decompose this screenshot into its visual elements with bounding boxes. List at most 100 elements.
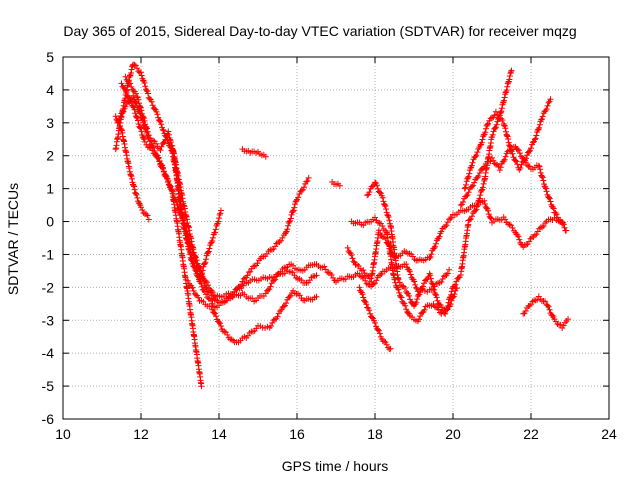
data-point bbox=[127, 80, 134, 87]
data-point bbox=[474, 149, 481, 156]
data-point bbox=[502, 153, 509, 160]
data-point bbox=[395, 286, 402, 293]
data-point bbox=[290, 207, 297, 214]
data-point bbox=[313, 272, 320, 279]
data-point bbox=[216, 215, 222, 222]
data-point bbox=[135, 121, 142, 128]
data-point bbox=[201, 260, 208, 267]
x-tick-label: 20 bbox=[445, 426, 461, 442]
data-point bbox=[476, 195, 483, 202]
data-point bbox=[496, 167, 503, 174]
data-point bbox=[378, 270, 385, 277]
data-point bbox=[288, 211, 295, 218]
data-point bbox=[126, 165, 133, 172]
data-point bbox=[383, 341, 390, 348]
data-point bbox=[431, 245, 438, 252]
data-point bbox=[526, 148, 533, 155]
data-point bbox=[242, 274, 248, 281]
data-point bbox=[438, 304, 445, 311]
grid-lines bbox=[63, 57, 609, 419]
data-point bbox=[506, 221, 513, 228]
data-point bbox=[140, 114, 147, 121]
data-point bbox=[208, 239, 215, 246]
data-point bbox=[427, 253, 434, 260]
data-point bbox=[539, 113, 546, 120]
data-point bbox=[515, 233, 522, 240]
data-point bbox=[536, 163, 543, 170]
data-point bbox=[526, 163, 533, 170]
data-point bbox=[145, 132, 152, 139]
data-point bbox=[493, 121, 500, 128]
data-point bbox=[465, 189, 472, 196]
data-point bbox=[336, 182, 343, 189]
data-point bbox=[539, 174, 546, 181]
data-point bbox=[397, 293, 404, 300]
data-point bbox=[434, 297, 441, 304]
series-track-15 bbox=[457, 143, 566, 227]
data-point bbox=[506, 73, 513, 80]
data-point bbox=[377, 272, 384, 279]
data-point bbox=[468, 164, 475, 171]
data-point bbox=[521, 156, 528, 163]
y-tick-label: -2 bbox=[42, 279, 55, 295]
data-point bbox=[438, 228, 445, 235]
data-point bbox=[374, 185, 381, 192]
data-point bbox=[523, 241, 530, 248]
data-point bbox=[554, 214, 561, 221]
data-point bbox=[249, 295, 256, 302]
data-point bbox=[427, 275, 434, 282]
data-point bbox=[209, 237, 216, 244]
data-point bbox=[382, 203, 389, 210]
data-point bbox=[547, 198, 554, 205]
data-point bbox=[133, 114, 140, 121]
series-track-16 bbox=[520, 293, 572, 332]
data-point bbox=[545, 194, 552, 201]
data-point bbox=[461, 185, 468, 192]
data-point bbox=[195, 264, 202, 271]
data-point bbox=[324, 269, 331, 276]
data-point bbox=[112, 113, 119, 120]
data-point bbox=[376, 189, 383, 196]
data-point bbox=[254, 260, 261, 267]
x-tick-label: 22 bbox=[523, 426, 539, 442]
data-point bbox=[416, 316, 423, 323]
x-tick-label: 18 bbox=[367, 426, 383, 442]
data-point bbox=[498, 108, 505, 115]
data-point bbox=[546, 306, 553, 313]
y-tick-label: -6 bbox=[42, 411, 55, 427]
data-point bbox=[457, 202, 464, 209]
y-tick-label: 4 bbox=[46, 82, 54, 98]
data-point bbox=[494, 111, 501, 118]
data-point bbox=[193, 260, 200, 267]
data-point bbox=[373, 277, 380, 284]
data-point bbox=[350, 258, 357, 265]
data-point bbox=[563, 227, 570, 234]
data-point bbox=[417, 289, 424, 296]
data-point bbox=[411, 278, 418, 285]
data-point bbox=[134, 65, 141, 72]
data-point bbox=[485, 120, 492, 127]
data-point bbox=[509, 224, 516, 231]
data-point bbox=[477, 192, 484, 199]
x-tick-label: 24 bbox=[601, 426, 617, 442]
data-point bbox=[505, 79, 512, 86]
data-point bbox=[468, 213, 475, 220]
data-point bbox=[374, 326, 381, 333]
data-point bbox=[504, 132, 511, 139]
data-point bbox=[247, 268, 254, 275]
data-point bbox=[282, 229, 289, 236]
data-point bbox=[205, 288, 212, 295]
data-point bbox=[469, 159, 476, 166]
data-point bbox=[446, 266, 453, 273]
data-point bbox=[238, 281, 245, 288]
data-point bbox=[538, 116, 545, 123]
data-point bbox=[199, 274, 206, 281]
data-point bbox=[474, 174, 481, 181]
data-point bbox=[142, 83, 149, 90]
data-point bbox=[144, 128, 151, 135]
data-point bbox=[281, 302, 288, 309]
data-point bbox=[501, 156, 508, 163]
data-point bbox=[497, 164, 504, 171]
y-tick-label: 5 bbox=[46, 49, 54, 65]
data-point bbox=[531, 136, 538, 143]
